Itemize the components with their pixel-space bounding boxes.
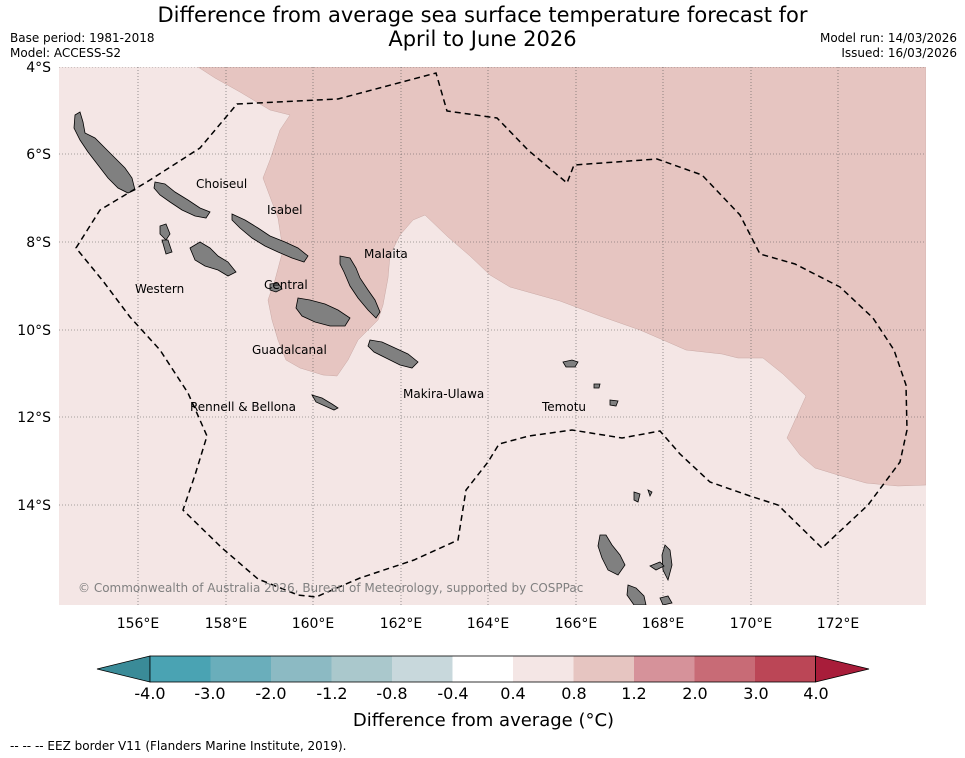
place-labels: Choiseul Isabel Malaita Western Central … — [135, 177, 586, 414]
colorbar-tick-label: -0.4 — [437, 684, 468, 703]
base-period-text: Base period: 1981-2018 — [10, 31, 155, 45]
meta-left: Base period: 1981-2018 Model: ACCESS-S2 — [10, 31, 155, 61]
lon-tick-label: 164°E — [467, 616, 510, 632]
colorbar-tick-label: -3.0 — [194, 684, 225, 703]
colorbar-segment — [150, 656, 211, 682]
lon-tick-label: 158°E — [205, 616, 248, 632]
colorbar-segment — [392, 656, 453, 682]
island-central — [269, 282, 283, 293]
label-central: Central — [264, 278, 308, 292]
model-run-text: Model run: 14/03/2026 — [819, 31, 957, 45]
island-vella — [159, 223, 171, 241]
island-isabel — [231, 213, 309, 263]
island-espiritu-santo — [597, 534, 626, 576]
colorbar-tick-label: 1.2 — [621, 684, 646, 703]
island-ambrym — [659, 595, 673, 605]
island-santa-cruz — [562, 359, 579, 368]
island-malaita — [339, 255, 381, 319]
eez-border — [75, 72, 908, 598]
gridlines — [59, 67, 926, 605]
label-makira-ulawa: Makira-Ulawa — [403, 387, 484, 401]
colorbar-segment — [271, 656, 332, 682]
lon-tick-label: 162°E — [380, 616, 423, 632]
colorbar-segment — [513, 656, 574, 682]
colorbar-tick-label: 2.0 — [682, 684, 707, 703]
colorbar-tick-label: -1.2 — [316, 684, 347, 703]
colorbar-segment — [755, 656, 816, 682]
colorbar-tick-label: 4.0 — [803, 684, 828, 703]
island-banks — [647, 489, 653, 498]
island-new-georgia — [189, 241, 237, 277]
lat-tick-label: 8°S — [26, 235, 51, 251]
colorbar-segment — [331, 656, 393, 682]
map-title-line2: April to June 2026 — [388, 27, 577, 51]
label-temotu: Temotu — [541, 400, 586, 414]
model-text: Model: ACCESS-S2 — [10, 46, 122, 60]
colorbar-tick-label: 0.4 — [500, 684, 525, 703]
colorbar-tick-label: 3.0 — [743, 684, 768, 703]
colorbar-tick-label: -0.8 — [376, 684, 407, 703]
colorbar-border — [149, 655, 816, 683]
colorbar-tick-label: -4.0 — [134, 684, 165, 703]
label-malaita: Malaita — [364, 247, 408, 261]
island-ranongga — [161, 239, 173, 255]
label-isabel: Isabel — [267, 203, 302, 217]
islands — [73, 111, 673, 605]
island-rennell — [311, 394, 339, 411]
eez-footnote: -- -- -- EEZ border V11 (Flanders Marine… — [10, 739, 347, 753]
copyright-notice: © Commonwealth of Australia 2026, Bureau… — [78, 581, 583, 595]
colorbar-segment — [573, 656, 635, 682]
map-title: Difference from average sea surface temp… — [0, 3, 965, 51]
lat-tick-label: 4°S — [26, 60, 51, 76]
colorbar-segment — [452, 656, 514, 682]
lon-tick-label: 170°E — [730, 616, 773, 632]
map-title-line1: Difference from average sea surface temp… — [157, 3, 808, 27]
label-choiseul: Choiseul — [196, 177, 247, 191]
lat-tick-label: 10°S — [17, 323, 51, 339]
colorbar-tick-label: 0.8 — [561, 684, 586, 703]
colorbar — [96, 655, 870, 683]
colorbar-extend-high — [815, 655, 870, 683]
island-choiseul-west — [73, 111, 136, 194]
lon-tick-label: 156°E — [117, 616, 160, 632]
colorbar-labels: -4.0 -3.0 -2.0 -1.2 -0.8 -0.4 0.4 0.8 1.… — [134, 684, 828, 703]
colorbar-title: Difference from average (°C) — [352, 710, 615, 731]
colorbar-extend-low — [96, 655, 151, 683]
lon-tick-label: 160°E — [292, 616, 335, 632]
colorbar-segment — [694, 656, 756, 682]
lat-tick-label: 14°S — [17, 498, 51, 514]
anomaly-region-medium — [197, 67, 926, 487]
island-malekula — [626, 584, 647, 605]
island-utupua — [609, 399, 619, 407]
colorbar-segment — [634, 656, 695, 682]
colorbar-segment — [210, 656, 272, 682]
lon-axis: 156°E 158°E 160°E 162°E 164°E 166°E 168°… — [117, 616, 860, 632]
lon-tick-label: 166°E — [555, 616, 598, 632]
island-makira — [367, 339, 419, 369]
lon-tick-label: 168°E — [642, 616, 685, 632]
label-guadalcanal: Guadalcanal — [252, 343, 327, 357]
island-pentecost — [661, 544, 673, 582]
colorbar-tick-label: -2.0 — [255, 684, 286, 703]
label-rennell-bellona: Rennell & Bellona — [190, 400, 296, 414]
island-ambae — [649, 561, 665, 571]
island-guadalcanal — [295, 297, 351, 327]
island-vanikoro — [593, 383, 601, 389]
map-panel: Choiseul Isabel Malaita Western Central … — [59, 67, 926, 605]
label-western: Western — [135, 282, 184, 296]
island-choiseul — [153, 181, 211, 219]
island-torres — [633, 491, 641, 503]
lat-tick-label: 12°S — [17, 410, 51, 426]
eez-solomon-islands — [75, 72, 908, 598]
lat-axis: 4°S 6°S 8°S 10°S 12°S 14°S — [17, 60, 51, 514]
lat-tick-label: 6°S — [26, 147, 51, 163]
issued-text: Issued: 16/03/2026 — [841, 46, 957, 60]
meta-right: Model run: 14/03/2026 Issued: 16/03/2026 — [820, 31, 957, 61]
lon-tick-label: 172°E — [817, 616, 860, 632]
